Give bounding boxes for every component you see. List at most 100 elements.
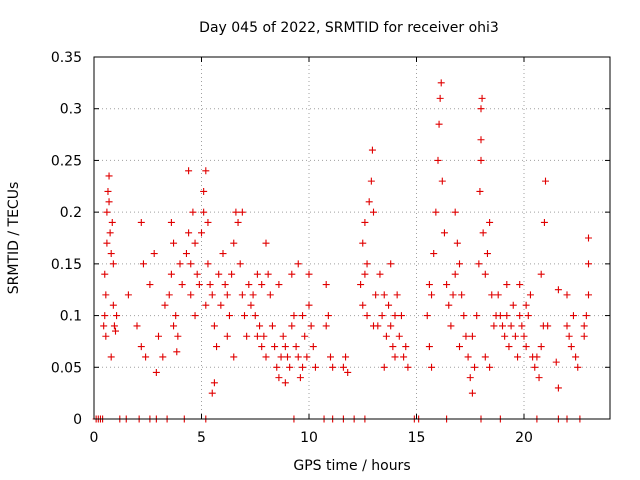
y-tick-label: 0.2	[60, 205, 82, 221]
data-point	[516, 312, 524, 320]
data-point	[266, 291, 274, 299]
data-point	[230, 239, 238, 247]
data-point	[428, 291, 436, 299]
data-point	[104, 187, 112, 195]
data-point	[339, 363, 347, 371]
data-point	[279, 332, 287, 340]
data-point	[107, 250, 115, 258]
data-point	[509, 301, 517, 309]
data-point	[262, 353, 270, 361]
data-point	[397, 312, 405, 320]
data-point	[268, 322, 276, 330]
data-point	[146, 281, 154, 289]
data-point	[155, 332, 162, 340]
data-point	[481, 353, 489, 361]
data-point	[228, 270, 236, 278]
data-point	[451, 208, 459, 216]
data-point	[102, 291, 110, 299]
data-point	[322, 281, 330, 289]
data-point	[544, 322, 552, 330]
data-point	[108, 218, 116, 226]
data-point	[152, 368, 160, 376]
data-point	[167, 270, 175, 278]
data-point	[468, 332, 476, 340]
data-point	[161, 301, 169, 309]
data-point	[393, 291, 401, 299]
data-point	[178, 281, 186, 289]
data-point	[174, 332, 182, 340]
data-point	[324, 312, 332, 320]
x-tick-label: 10	[300, 430, 318, 446]
data-point	[585, 234, 592, 242]
data-point	[150, 250, 158, 258]
data-point	[477, 156, 485, 164]
data-point	[365, 198, 373, 206]
data-point	[187, 291, 195, 299]
data-point	[253, 332, 261, 340]
data-point	[479, 229, 487, 237]
data-point	[105, 198, 113, 206]
data-point	[395, 332, 403, 340]
y-tick-label: 0.25	[51, 153, 82, 169]
data-point	[271, 343, 279, 351]
data-point	[468, 389, 476, 397]
data-point	[434, 156, 442, 164]
y-tick-label: 0.05	[51, 360, 82, 376]
data-point	[113, 312, 121, 320]
data-point	[524, 312, 532, 320]
data-point	[292, 343, 300, 351]
data-point	[100, 322, 108, 330]
data-point	[505, 343, 513, 351]
data-point	[391, 312, 399, 320]
data-point	[585, 291, 592, 299]
data-point	[170, 322, 178, 330]
y-tick-label: 0	[73, 412, 82, 428]
data-point	[501, 332, 509, 340]
data-point	[522, 301, 530, 309]
data-point	[488, 291, 496, 299]
data-point	[425, 281, 433, 289]
data-point	[103, 239, 111, 247]
data-point	[554, 384, 562, 392]
data-point	[213, 343, 221, 351]
data-point	[486, 218, 494, 226]
data-point	[236, 260, 244, 268]
data-point	[447, 322, 455, 330]
data-point	[200, 187, 208, 195]
y-tick-label: 0.3	[60, 102, 82, 118]
data-point	[496, 312, 504, 320]
data-point	[357, 281, 365, 289]
data-point	[251, 312, 259, 320]
data-point	[139, 260, 147, 268]
data-point	[507, 322, 515, 330]
data-point	[165, 291, 173, 299]
data-point	[483, 250, 491, 258]
data-point	[187, 260, 195, 268]
data-point	[232, 208, 240, 216]
data-point	[202, 301, 210, 309]
data-point	[580, 322, 588, 330]
data-point	[535, 374, 543, 382]
data-point	[142, 353, 150, 361]
data-point	[277, 353, 285, 361]
data-point	[342, 353, 350, 361]
data-point	[572, 353, 580, 361]
data-point	[402, 343, 410, 351]
data-point	[368, 146, 376, 154]
data-point	[260, 332, 268, 340]
data-point	[230, 353, 238, 361]
data-point	[382, 332, 390, 340]
data-point	[361, 270, 369, 278]
data-point	[449, 291, 457, 299]
data-point	[167, 218, 175, 226]
data-point	[253, 270, 261, 278]
data-point	[106, 229, 114, 237]
data-point	[109, 301, 117, 309]
data-point	[200, 208, 208, 216]
data-point	[580, 332, 588, 340]
data-point	[563, 322, 571, 330]
data-point	[182, 250, 190, 258]
data-point	[518, 322, 526, 330]
data-point	[363, 260, 371, 268]
data-point	[359, 301, 367, 309]
